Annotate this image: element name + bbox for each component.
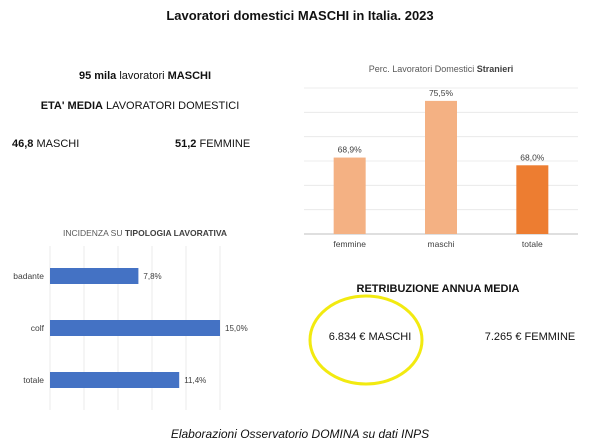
data-label-totale: 68,0%: [520, 152, 545, 162]
workers-count-value: 95 mila: [78, 70, 117, 82]
average-age-female-value: 51,2: [175, 138, 197, 150]
salary-male: 6.834 € MASCHI: [328, 331, 412, 343]
category-label-totale: totale: [23, 375, 44, 385]
foreign-chart-title-plain: Perc. Lavoratori Domestici: [369, 64, 477, 74]
bar-maschi: [425, 100, 457, 234]
data-label-badante: 7,8%: [143, 272, 161, 281]
job-type-chart-title: INCIDENZA SU TIPOLOGIA LAVORATIVA: [63, 228, 227, 238]
category-label-totale: totale: [522, 239, 543, 249]
salary-female: 7.265 € FEMMINE: [484, 331, 576, 343]
page-title: Lavoratori domestici MASCHI in Italia. 2…: [166, 8, 434, 23]
foreign-workers-chart: Perc. Lavoratori Domestici Stranieri 68,…: [304, 64, 578, 249]
workers-count-group: MASCHI: [167, 70, 212, 82]
highlight-circle: [308, 294, 424, 386]
average-age-title-rest: LAVORATORI DOMESTICI: [103, 100, 240, 112]
data-label-totale: 11,4%: [184, 376, 206, 385]
bar-colf: [50, 320, 220, 336]
bar-femmine: [333, 157, 366, 234]
foreign-chart-title: Perc. Lavoratori Domestici Stranieri: [369, 64, 514, 74]
average-age-female: 51,2 FEMMINE: [175, 138, 250, 150]
average-age-male-value: 46,8: [12, 138, 34, 150]
bar-totale: [516, 165, 549, 234]
average-age-female-label: FEMMINE: [196, 138, 251, 150]
bar-totale: [50, 372, 180, 388]
bar-badante: [50, 268, 139, 284]
foreign-chart-title-bold: Stranieri: [477, 64, 514, 74]
highlight-ellipse: [308, 294, 424, 386]
average-age-male: 46,8 MASCHI: [12, 138, 79, 150]
salary-title: RETRIBUZIONE ANNUA MEDIA: [356, 283, 520, 295]
average-age-male-label: MASCHI: [33, 138, 80, 150]
workers-count-text: lavoratori: [116, 70, 168, 82]
average-age-title: ETA' MEDIA LAVORATORI DOMESTICI: [0, 100, 280, 112]
job-type-chart-title-bold: TIPOLOGIA LAVORATIVA: [125, 228, 227, 238]
category-label-femmine: femmine: [333, 239, 366, 249]
job-type-chart: INCIDENZA SU TIPOLOGIA LAVORATIVA 7,8% 15…: [13, 228, 248, 410]
data-label-femmine: 68,9%: [338, 145, 363, 155]
job-type-chart-title-plain: INCIDENZA SU: [63, 228, 125, 238]
workers-count: 95 mila lavoratori MASCHI: [0, 70, 290, 82]
category-label-maschi: maschi: [428, 239, 455, 249]
source-footer: Elaborazioni Osservatorio DOMINA su dati…: [170, 427, 430, 441]
average-age-title-bold: ETA' MEDIA: [40, 100, 103, 112]
data-label-colf: 15,0%: [225, 324, 248, 333]
category-label-colf: colf: [31, 323, 45, 333]
category-label-badante: badante: [13, 271, 44, 281]
data-label-maschi: 75,5%: [429, 88, 454, 98]
